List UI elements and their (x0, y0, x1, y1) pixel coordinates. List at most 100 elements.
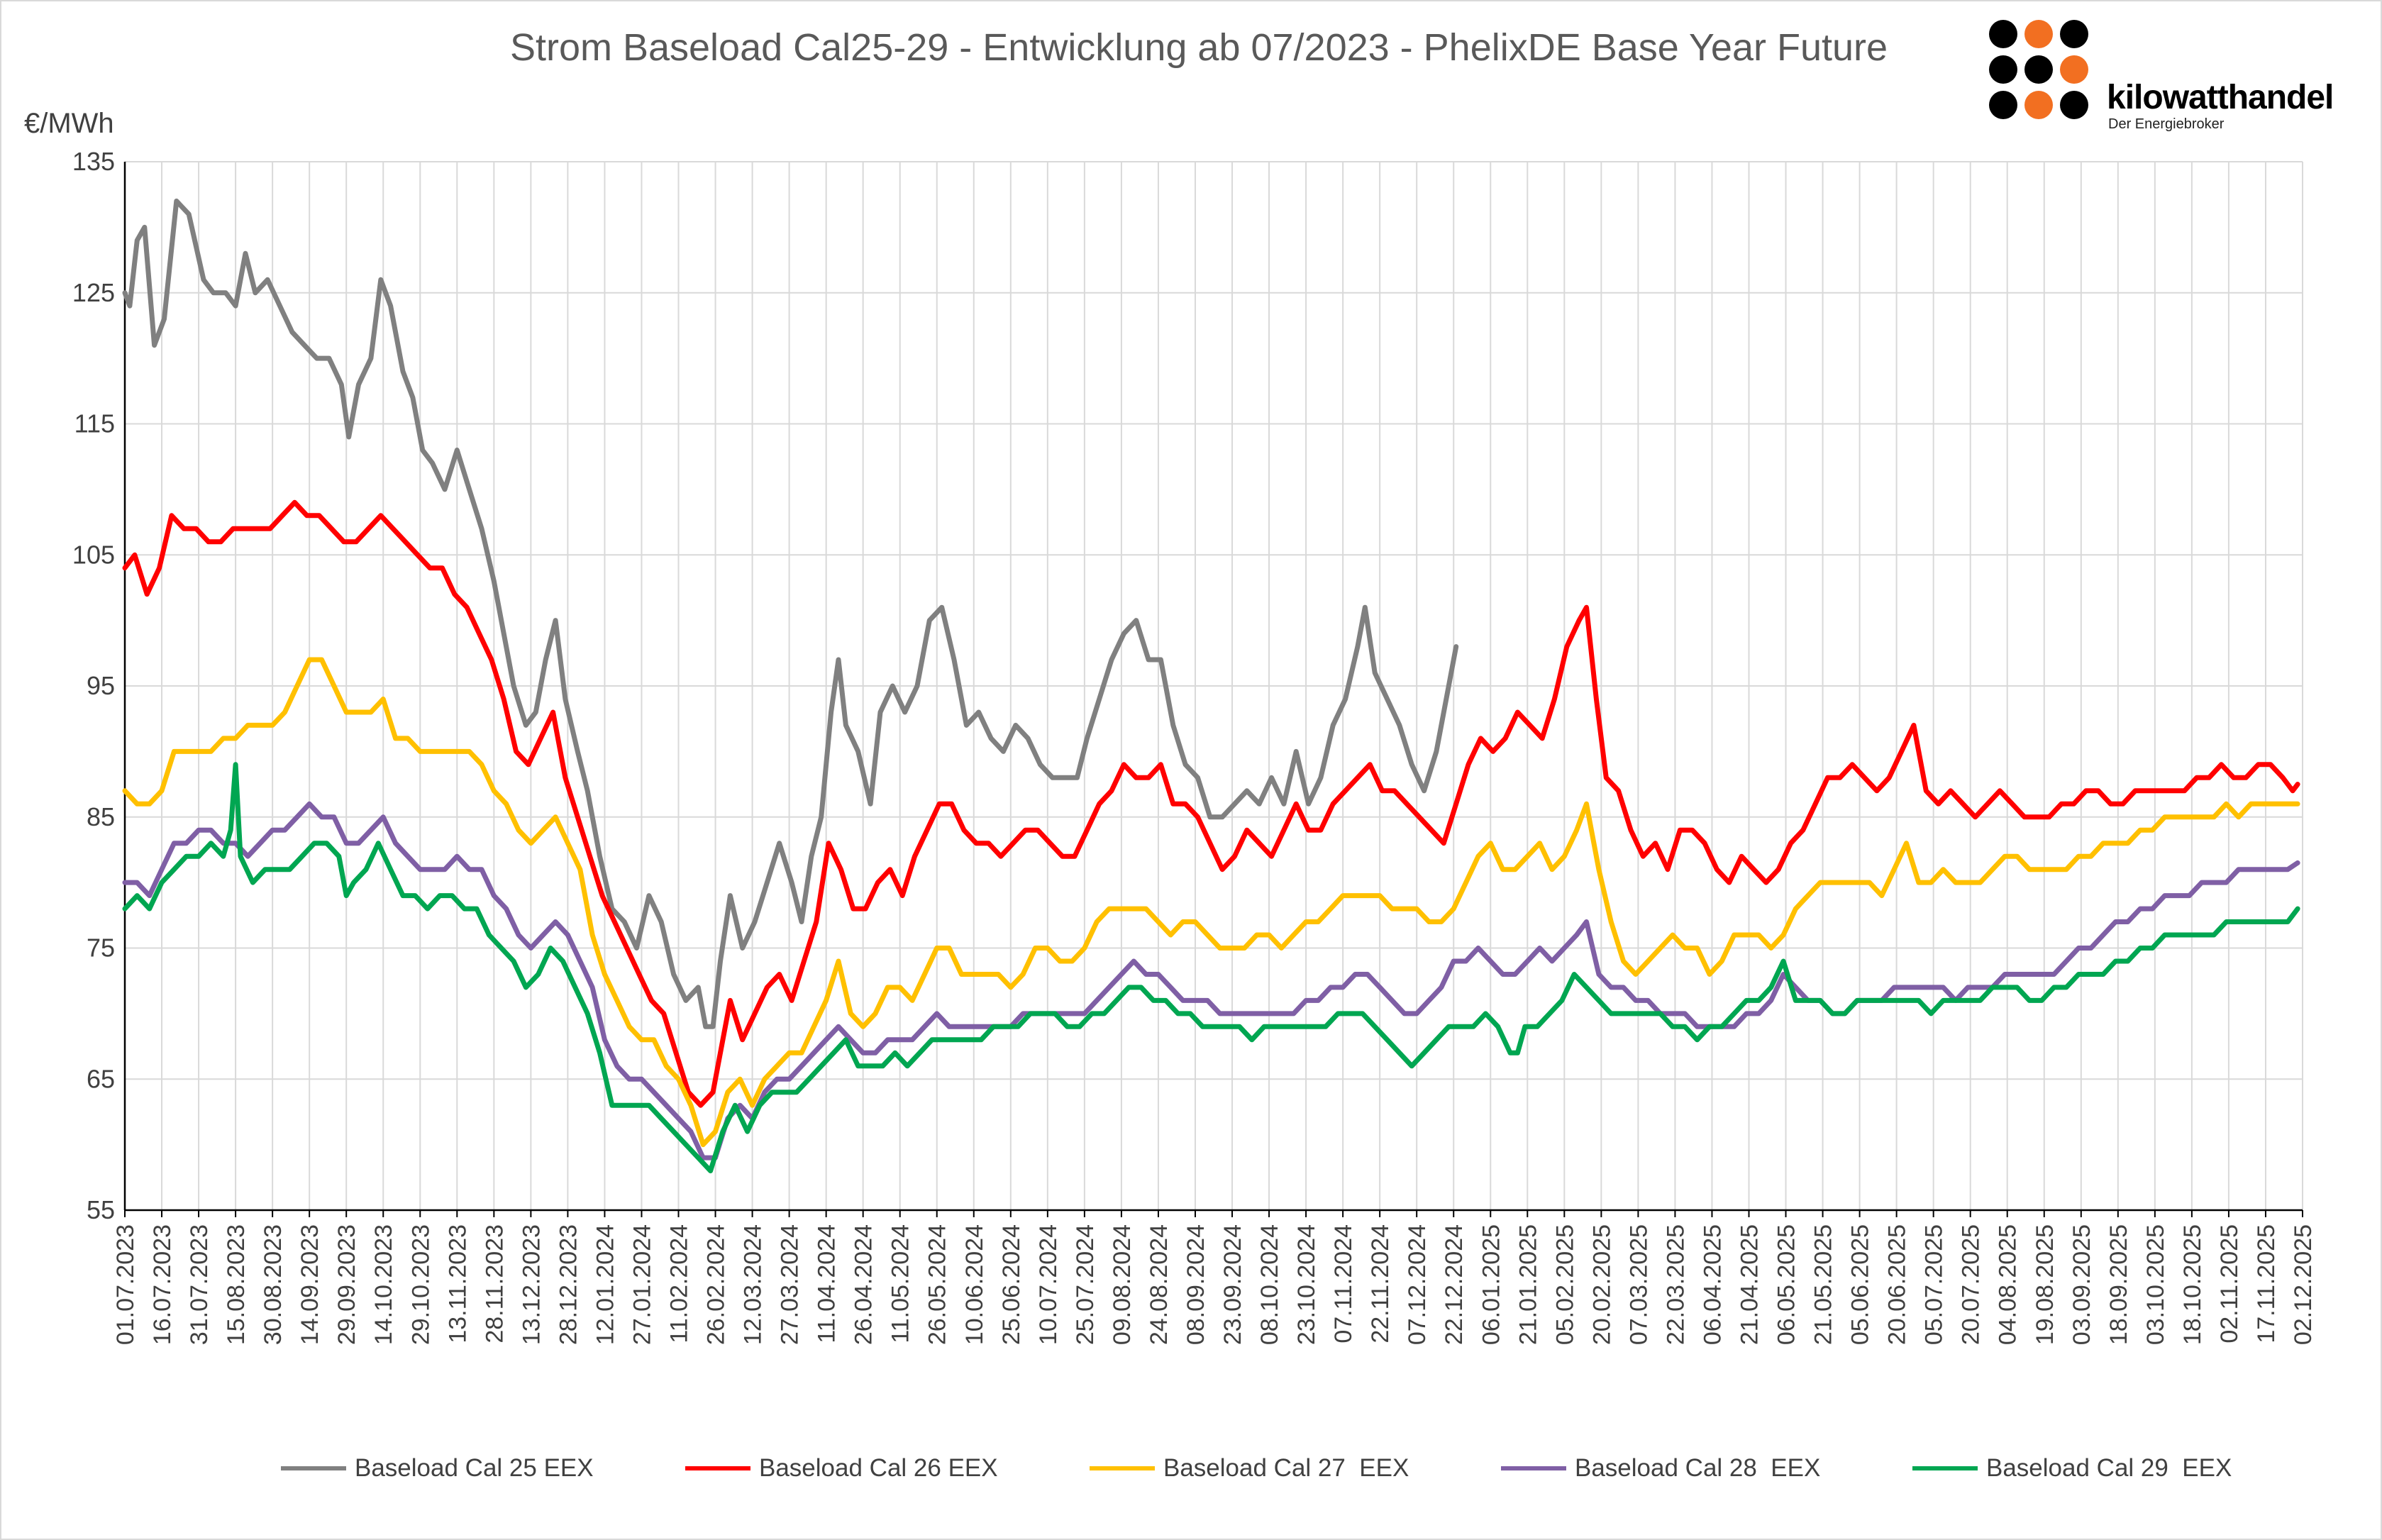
x-tick-label: 05.07.2025 (1921, 1224, 1948, 1345)
y-tick-label: 95 (87, 671, 115, 700)
y-axis-unit-label: €/MWh (24, 108, 114, 139)
logo-tagline: Der Energiebroker (2108, 116, 2225, 132)
x-tick-label: 14.10.2023 (370, 1224, 397, 1345)
x-tick-label: 27.03.2024 (777, 1224, 804, 1345)
logo-dot (2060, 20, 2088, 48)
y-tick-labels: 55 65 75 85 95 105 115 125 135 (72, 147, 115, 1224)
legend-item: Baseload Cal 29 EEX (1912, 1447, 2232, 1490)
legend-item: Baseload Cal 27 EEX (1090, 1447, 1409, 1490)
x-tick-label: 16.07.2023 (149, 1224, 176, 1345)
x-tick-label: 21.04.2025 (1736, 1224, 1763, 1345)
x-tick-label: 18.10.2025 (2179, 1224, 2206, 1345)
x-tick-label: 03.09.2025 (2068, 1224, 2095, 1345)
legend-label: Baseload Cal 26 EEX (759, 1454, 998, 1482)
logo-dot (2024, 20, 2053, 48)
x-tick-label: 07.11.2024 (1330, 1224, 1357, 1344)
x-tick-label: 08.09.2024 (1182, 1224, 1209, 1345)
x-tick-label: 29.09.2023 (333, 1224, 360, 1345)
x-tick-label: 30.08.2023 (260, 1224, 287, 1345)
x-tick-label: 05.02.2025 (1551, 1224, 1578, 1345)
x-tick-label: 21.05.2025 (1810, 1224, 1837, 1345)
y-tick-label: 125 (72, 278, 115, 307)
legend-swatch (1501, 1466, 1566, 1470)
logo-dot (2060, 91, 2088, 119)
x-tick-label: 13.12.2023 (518, 1224, 545, 1345)
x-tick-label: 09.08.2024 (1109, 1224, 1136, 1345)
x-tick-label: 20.07.2025 (1958, 1224, 1985, 1345)
x-tick-label: 25.06.2024 (998, 1224, 1025, 1345)
series-line-3 (122, 657, 2300, 1148)
legend-item: Baseload Cal 25 EEX (281, 1447, 594, 1490)
legend: Baseload Cal 25 EEX Baseload Cal 26 EEX Ba… (0, 1447, 2382, 1490)
x-tick-label: 17.11.2025 (2253, 1224, 2280, 1344)
x-tick-label: 23.09.2024 (1219, 1224, 1246, 1345)
logo-dot (2024, 55, 2053, 84)
x-tick-label: 24.08.2024 (1146, 1224, 1173, 1345)
legend-swatch (1912, 1466, 1978, 1470)
x-tick-label: 12.01.2024 (592, 1224, 619, 1345)
grid-layer (124, 161, 2303, 1211)
logo-dot (1989, 20, 2017, 48)
kilowatthandel-logo: kilowatthandel Der Energiebroker (1986, 18, 2355, 139)
x-tick-label: 14.09.2023 (297, 1224, 323, 1345)
x-tick-label: 04.08.2025 (1995, 1224, 2022, 1345)
x-tick-labels: 01.07.2023 16.07.2023 31.07.2023 15.08.2023… (112, 1224, 2317, 1345)
legend-label: Baseload Cal 25 EEX (355, 1454, 594, 1482)
logo-dot (2060, 55, 2088, 84)
x-tick-label: 23.10.2024 (1293, 1224, 1320, 1345)
legend-label: Baseload Cal 28 EEX (1575, 1454, 1821, 1482)
series-line-5 (122, 762, 2300, 1174)
legend-label: Baseload Cal 29 EEX (1986, 1454, 2232, 1482)
x-tick-label: 07.03.2025 (1625, 1224, 1652, 1345)
x-tick-label: 28.11.2023 (481, 1224, 508, 1344)
x-tick-label: 22.11.2024 (1367, 1224, 1394, 1344)
x-tick-label: 08.10.2024 (1256, 1224, 1283, 1345)
axis-layer (123, 162, 2303, 1217)
x-tick-label: 03.10.2025 (2142, 1224, 2169, 1345)
y-tick-label: 65 (87, 1064, 115, 1093)
logo-dot (1989, 91, 2017, 119)
x-tick-label: 10.07.2024 (1035, 1224, 1062, 1345)
series-line-1 (122, 198, 1459, 1029)
x-tick-label: 26.02.2024 (703, 1224, 730, 1345)
x-tick-label: 29.10.2023 (407, 1224, 434, 1345)
series-layer (122, 198, 2300, 1174)
x-tick-label: 06.04.2025 (1699, 1224, 1726, 1345)
legend-swatch (281, 1466, 346, 1470)
x-tick-label: 12.03.2024 (740, 1224, 767, 1345)
x-tick-label: 01.07.2023 (112, 1224, 139, 1345)
logo-dot (2024, 91, 2053, 119)
x-tick-label: 22.03.2025 (1662, 1224, 1689, 1345)
x-tick-label: 31.07.2023 (186, 1224, 213, 1345)
legend-item: Baseload Cal 26 EEX (685, 1447, 998, 1490)
series-line-4 (122, 801, 2300, 1160)
legend-label: Baseload Cal 27 EEX (1163, 1454, 1409, 1482)
x-tick-label: 10.06.2024 (961, 1224, 988, 1345)
x-tick-label: 22.12.2024 (1441, 1224, 1468, 1345)
x-tick-label: 19.08.2025 (2032, 1224, 2059, 1345)
legend-swatch (1090, 1466, 1155, 1470)
x-tick-label: 11.02.2024 (666, 1224, 693, 1344)
x-tick-label: 20.02.2025 (1588, 1224, 1615, 1345)
y-tick-label: 135 (72, 147, 115, 176)
x-tick-label: 28.12.2023 (555, 1224, 582, 1345)
x-tick-label: 20.06.2025 (1884, 1224, 1911, 1345)
x-tick-label: 02.11.2025 (2216, 1224, 2243, 1344)
x-tick-label: 26.05.2024 (924, 1224, 951, 1345)
legend-item: Baseload Cal 28 EEX (1501, 1447, 1820, 1490)
x-tick-label: 27.01.2024 (628, 1224, 655, 1345)
x-tick-label: 05.06.2025 (1847, 1224, 1874, 1345)
logo-wordmark: kilowatthandel (2107, 79, 2334, 116)
logo-dot (1989, 55, 2017, 84)
x-tick-label: 07.12.2024 (1404, 1224, 1431, 1345)
y-tick-label: 55 (87, 1195, 115, 1224)
x-tick-label: 06.05.2025 (1773, 1224, 1800, 1345)
x-tick-label: 15.08.2023 (223, 1224, 250, 1345)
x-tick-label: 13.11.2023 (444, 1224, 471, 1344)
y-tick-label: 105 (72, 540, 115, 569)
chart-title: Strom Baseload Cal25-29 - Entwicklung ab… (509, 26, 1888, 69)
y-tick-label: 85 (87, 802, 115, 831)
x-tick-label: 11.05.2024 (887, 1224, 914, 1344)
x-tick-label: 21.01.2025 (1514, 1224, 1541, 1345)
